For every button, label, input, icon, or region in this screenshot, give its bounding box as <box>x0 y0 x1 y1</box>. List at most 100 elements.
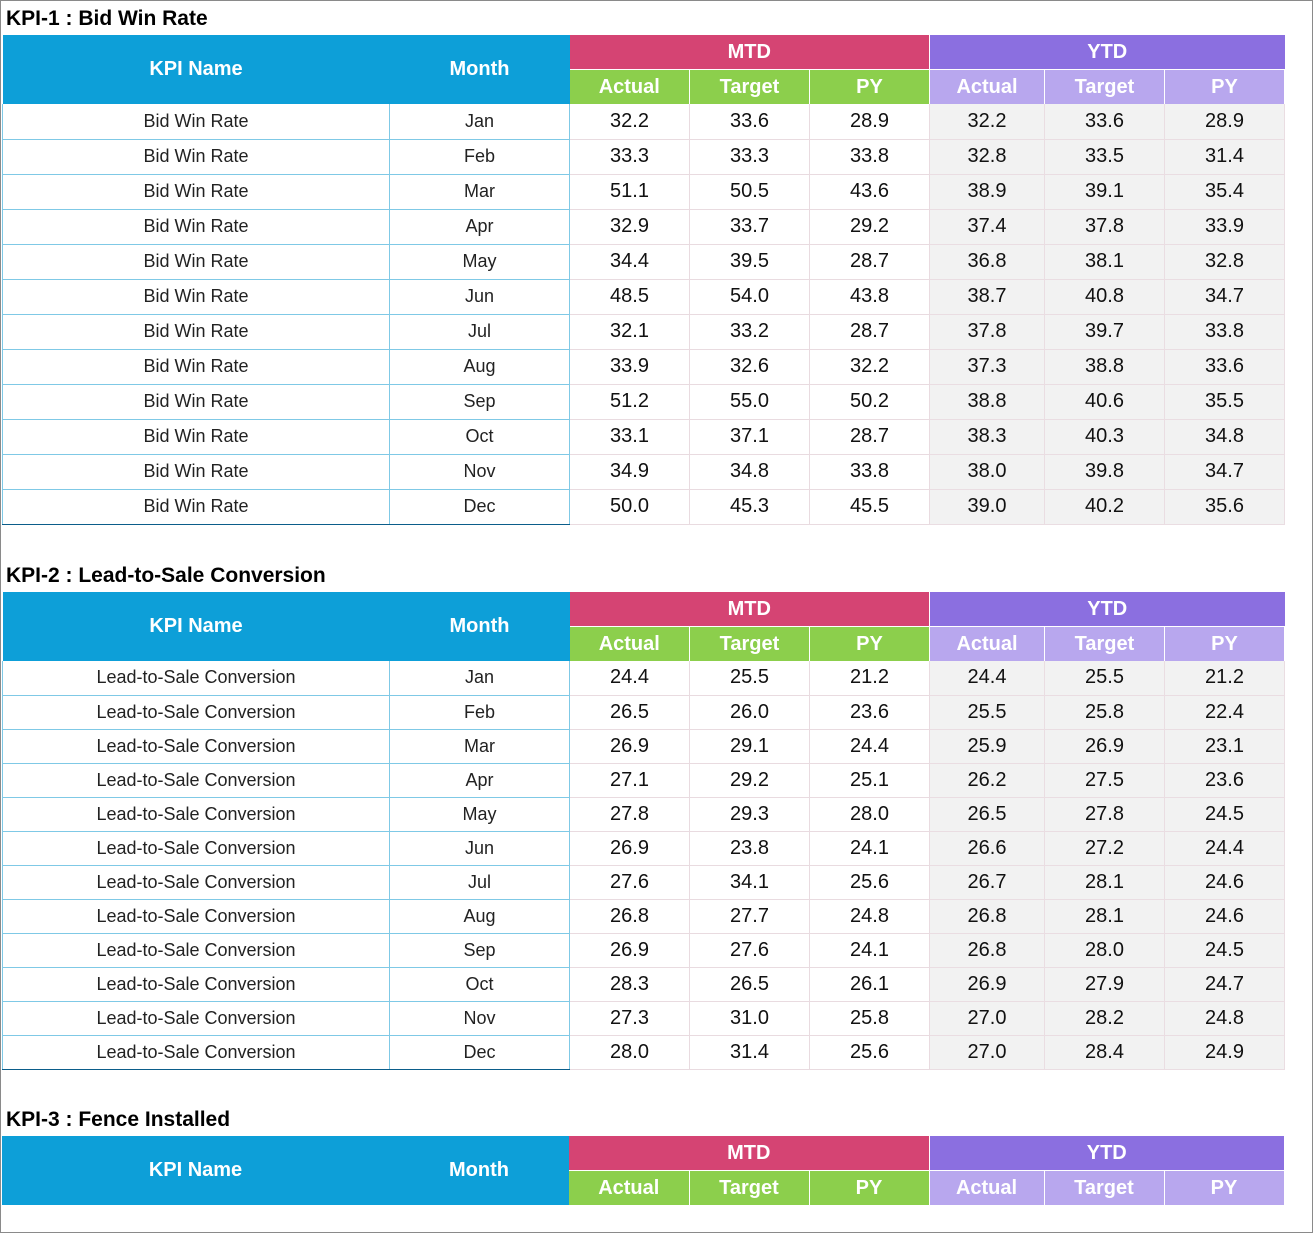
mtd-target-cell: 39.5 <box>689 244 810 280</box>
table-row: Lead-to-Sale Conversion May 27.8 29.3 28.0 26… <box>2 797 1285 832</box>
ytd-target-cell: 33.5 <box>1044 139 1165 175</box>
ytd-actual-cell: 26.8 <box>929 899 1045 934</box>
kpi-name-cell: Bid Win Rate <box>2 139 390 175</box>
kpi-name-cell: Bid Win Rate <box>2 104 390 140</box>
header-ytd: YTD <box>929 1136 1284 1171</box>
ytd-py-cell: 31.4 <box>1164 139 1285 175</box>
header-month: Month <box>389 35 570 104</box>
kpi-name-cell: Bid Win Rate <box>2 454 390 490</box>
kpi-name-cell: Lead-to-Sale Conversion <box>2 797 390 832</box>
kpi-name-cell: Bid Win Rate <box>2 174 390 210</box>
month-cell: Feb <box>389 139 570 175</box>
ytd-actual-cell: 26.9 <box>929 967 1045 1002</box>
header-ytd: YTD <box>929 592 1285 627</box>
ytd-py-cell: 33.8 <box>1164 314 1285 350</box>
mtd-actual-cell: 24.4 <box>569 661 690 696</box>
ytd-target-cell: 33.6 <box>1044 104 1165 140</box>
mtd-py-cell: 28.7 <box>809 244 930 280</box>
ytd-py-cell: 33.6 <box>1164 349 1285 385</box>
kpi-name-cell: Bid Win Rate <box>2 419 390 455</box>
header-ytd-actual: Actual <box>929 626 1045 661</box>
table-row: Lead-to-Sale Conversion Jul 27.6 34.1 25.6 26… <box>2 865 1285 900</box>
mtd-actual-cell: 32.9 <box>569 209 690 245</box>
table-row: Lead-to-Sale Conversion Feb 26.5 26.0 23.6 25… <box>2 695 1285 730</box>
mtd-target-cell: 34.1 <box>689 865 810 900</box>
table-row: Lead-to-Sale Conversion Jun 26.9 23.8 24.1 26… <box>2 831 1285 866</box>
month-cell: Apr <box>389 209 570 245</box>
header-mtd: MTD <box>569 1136 930 1171</box>
ytd-actual-cell: 37.4 <box>929 209 1045 245</box>
mtd-actual-cell: 28.3 <box>569 967 690 1002</box>
ytd-actual-cell: 37.8 <box>929 314 1045 350</box>
mtd-py-cell: 24.1 <box>809 933 930 968</box>
kpi-name-cell: Bid Win Rate <box>2 279 390 315</box>
mtd-target-cell: 33.6 <box>689 104 810 140</box>
table-row: Bid Win Rate Jun 48.5 54.0 43.8 38.7 40.8 34.7 <box>2 279 1285 315</box>
month-cell: Nov <box>389 1001 570 1036</box>
mtd-target-cell: 29.1 <box>689 729 810 764</box>
ytd-actual-cell: 24.4 <box>929 661 1045 696</box>
header-mtd-py: PY <box>809 626 930 661</box>
mtd-actual-cell: 26.8 <box>569 899 690 934</box>
mtd-target-cell: 26.5 <box>689 967 810 1002</box>
month-cell: May <box>389 797 570 832</box>
month-cell: Feb <box>389 695 570 730</box>
month-cell: Aug <box>389 899 570 934</box>
mtd-target-cell: 34.8 <box>689 454 810 490</box>
mtd-py-cell: 32.2 <box>809 349 930 385</box>
kpi-name-cell: Bid Win Rate <box>2 314 390 350</box>
header-ytd-actual: Actual <box>929 1170 1045 1205</box>
mtd-py-cell: 28.7 <box>809 314 930 350</box>
kpi-name-cell: Lead-to-Sale Conversion <box>2 899 390 934</box>
ytd-actual-cell: 26.7 <box>929 865 1045 900</box>
kpi-table: KPI Name Month MTD YTD Actual Target PY Actual T… <box>2 1136 1285 1205</box>
ytd-actual-cell: 27.0 <box>929 1035 1045 1070</box>
ytd-py-cell: 32.8 <box>1164 244 1285 280</box>
header-mtd: MTD <box>569 35 930 70</box>
mtd-actual-cell: 27.6 <box>569 865 690 900</box>
mtd-target-cell: 55.0 <box>689 384 810 420</box>
ytd-actual-cell: 26.5 <box>929 797 1045 832</box>
mtd-target-cell: 31.4 <box>689 1035 810 1070</box>
mtd-py-cell: 25.1 <box>809 763 930 798</box>
table-row: Bid Win Rate Oct 33.1 37.1 28.7 38.3 40.3 34.8 <box>2 419 1285 455</box>
mtd-py-cell: 26.1 <box>809 967 930 1002</box>
header-ytd: YTD <box>929 35 1285 70</box>
mtd-actual-cell: 48.5 <box>569 279 690 315</box>
month-cell: Nov <box>389 454 570 490</box>
mtd-actual-cell: 27.1 <box>569 763 690 798</box>
month-cell: Aug <box>389 349 570 385</box>
kpi-title: KPI-2 : Lead-to-Sale Conversion <box>6 564 326 587</box>
mtd-target-cell: 25.5 <box>689 661 810 696</box>
mtd-target-cell: 29.3 <box>689 797 810 832</box>
kpi-name-cell: Bid Win Rate <box>2 244 390 280</box>
kpi-table: KPI Name Month MTD YTD Actual Target PY Actual T… <box>2 35 1285 525</box>
mtd-target-cell: 45.3 <box>689 489 810 525</box>
ytd-target-cell: 27.9 <box>1044 967 1165 1002</box>
ytd-py-cell: 22.4 <box>1164 695 1285 730</box>
table-row: Bid Win Rate Aug 33.9 32.6 32.2 37.3 38.8 33.6 <box>2 349 1285 385</box>
ytd-actual-cell: 32.8 <box>929 139 1045 175</box>
table-row: Bid Win Rate May 34.4 39.5 28.7 36.8 38.1 32.8 <box>2 244 1285 280</box>
mtd-actual-cell: 26.9 <box>569 729 690 764</box>
kpi-name-cell: Lead-to-Sale Conversion <box>2 831 390 866</box>
kpi-name-cell: Bid Win Rate <box>2 384 390 420</box>
mtd-py-cell: 43.8 <box>809 279 930 315</box>
month-cell: Jan <box>389 104 570 140</box>
ytd-actual-cell: 36.8 <box>929 244 1045 280</box>
month-cell: Jun <box>389 831 570 866</box>
mtd-actual-cell: 33.3 <box>569 139 690 175</box>
mtd-py-cell: 33.8 <box>809 454 930 490</box>
kpi-name-cell: Bid Win Rate <box>2 209 390 245</box>
header-month: Month <box>389 592 570 661</box>
kpi-name-cell: Lead-to-Sale Conversion <box>2 1035 390 1070</box>
mtd-py-cell: 25.6 <box>809 865 930 900</box>
table-row: Bid Win Rate Dec 50.0 45.3 45.5 39.0 40.2 35.6 <box>2 489 1285 525</box>
kpi-name-cell: Lead-to-Sale Conversion <box>2 763 390 798</box>
table-row: Bid Win Rate Nov 34.9 34.8 33.8 38.0 39.8 34.7 <box>2 454 1285 490</box>
ytd-py-cell: 24.5 <box>1164 933 1285 968</box>
table-row: Bid Win Rate Sep 51.2 55.0 50.2 38.8 40.6 35.5 <box>2 384 1285 420</box>
month-cell: Dec <box>389 489 570 525</box>
mtd-py-cell: 28.7 <box>809 419 930 455</box>
mtd-py-cell: 25.8 <box>809 1001 930 1036</box>
